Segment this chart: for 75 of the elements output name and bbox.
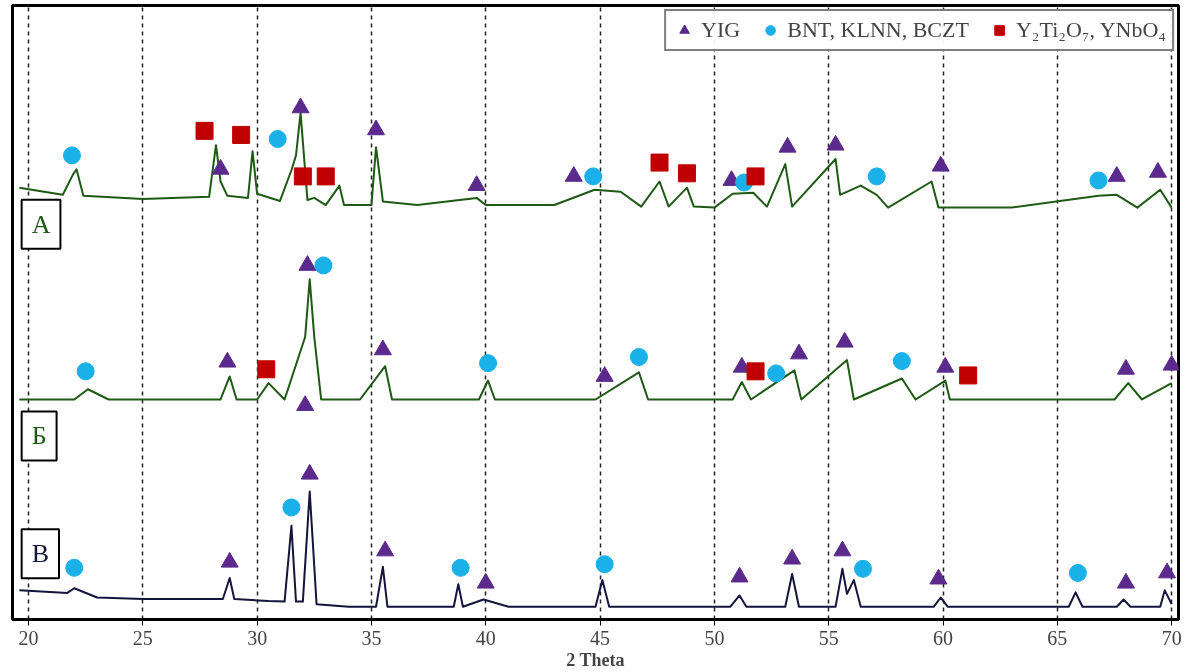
legend-label: BNT, KLNN, BCZT <box>787 17 969 43</box>
point <box>833 540 852 557</box>
point <box>789 343 808 360</box>
point <box>767 364 786 383</box>
point <box>1148 161 1167 178</box>
point <box>293 167 312 186</box>
point <box>629 348 648 366</box>
point <box>746 362 765 381</box>
x-tick-label: 40 <box>475 626 496 649</box>
point <box>746 167 765 186</box>
point <box>76 362 95 381</box>
x-tick-label: 20 <box>18 626 39 649</box>
point <box>931 155 950 172</box>
point <box>677 164 696 183</box>
point <box>835 331 854 348</box>
point <box>314 256 333 275</box>
point <box>195 121 214 140</box>
point <box>1162 354 1179 371</box>
point <box>476 572 495 589</box>
x-tick-label: 60 <box>933 626 954 649</box>
point <box>867 167 886 186</box>
point <box>300 463 319 480</box>
point <box>1116 358 1135 375</box>
point <box>730 566 749 583</box>
point <box>451 558 470 577</box>
point <box>296 395 315 412</box>
point <box>1158 562 1177 579</box>
series-label: А <box>31 209 51 239</box>
point <box>584 167 603 186</box>
point <box>467 175 486 192</box>
point <box>373 339 392 356</box>
point <box>853 559 872 578</box>
point <box>595 366 614 382</box>
x-tick-label: 70 <box>1161 626 1182 649</box>
point <box>211 158 230 175</box>
legend-label: YIG <box>701 17 741 43</box>
series-label: Б <box>31 421 47 451</box>
point <box>936 356 955 373</box>
point <box>232 125 251 144</box>
point <box>376 540 395 557</box>
x-tick-label: 55 <box>818 626 839 649</box>
point <box>257 360 276 379</box>
series-label: В <box>31 539 49 569</box>
point <box>783 548 802 565</box>
point <box>826 134 845 151</box>
point <box>1116 572 1135 589</box>
x-tick-label: 25 <box>132 626 153 649</box>
point <box>1068 563 1087 582</box>
point <box>1107 166 1126 182</box>
point <box>564 166 583 182</box>
point <box>650 153 669 172</box>
point <box>282 498 301 517</box>
point <box>778 136 797 153</box>
point <box>892 352 911 371</box>
point <box>268 130 287 149</box>
x-tick-label: 35 <box>361 626 382 649</box>
x-axis-title: 2 Theta <box>566 649 625 670</box>
point <box>595 555 614 574</box>
point <box>316 167 335 186</box>
point <box>1089 171 1108 190</box>
legend-label: Y₂Ti₂O₇, YNbO₄ <box>1015 17 1166 43</box>
point <box>929 568 948 585</box>
point <box>298 255 317 271</box>
x-tick-label: 65 <box>1047 626 1068 649</box>
point <box>479 354 498 373</box>
point <box>959 366 978 385</box>
point <box>218 351 237 368</box>
point <box>62 146 81 165</box>
point <box>220 551 239 568</box>
x-tick-label: 45 <box>590 626 611 649</box>
x-tick-label: 50 <box>704 626 725 649</box>
x-tick-label: 30 <box>247 626 268 649</box>
point <box>291 97 310 114</box>
point <box>367 119 386 136</box>
point <box>65 558 84 577</box>
